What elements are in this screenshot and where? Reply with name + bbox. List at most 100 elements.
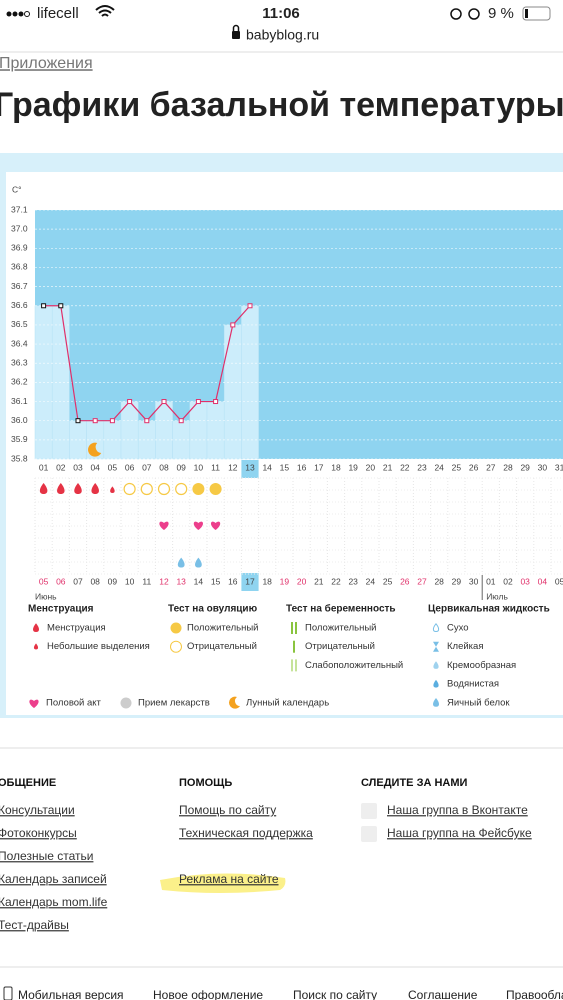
- footer-link[interactable]: Календарь записей: [0, 872, 107, 886]
- y-tick-label: 36.6: [11, 300, 28, 310]
- x-tick-label: 15: [280, 462, 290, 472]
- date-label: 25: [383, 576, 393, 586]
- day-column: [189, 401, 208, 460]
- x-tick-label: 13: [245, 462, 255, 472]
- x-tick-label: 24: [434, 462, 444, 472]
- breadcrumb[interactable]: Приложения: [0, 55, 93, 72]
- footer-heading: ПОМОЩЬ: [179, 777, 232, 789]
- x-tick-label: 31: [555, 462, 563, 472]
- y-tick-label: 36.3: [11, 357, 28, 367]
- y-tick-label: 36.7: [11, 281, 28, 291]
- url[interactable]: babyblog.ru: [246, 27, 319, 43]
- footer-link[interactable]: Полезные статьи: [0, 849, 93, 863]
- month-label: Июнь: [35, 591, 57, 601]
- battery-text: 9 %: [488, 5, 514, 22]
- y-tick-label: 36.4: [11, 338, 28, 348]
- x-tick-label: 12: [228, 462, 238, 472]
- legend-icon: [120, 697, 132, 709]
- footer-heading: ОБЩЕНИЕ: [0, 777, 56, 789]
- mobile-icon: [3, 986, 13, 1000]
- bottom-link[interactable]: Правообладателям: [506, 988, 563, 1000]
- point: [213, 399, 219, 405]
- social-icon: [361, 826, 377, 842]
- ovulation-negative: [157, 482, 171, 496]
- legend-icon: [170, 622, 182, 634]
- point: [41, 303, 47, 309]
- legend-item: Половой акт: [46, 698, 102, 709]
- intercourse-icon: [210, 521, 221, 530]
- legend-item: Отрицательный: [187, 641, 257, 652]
- date-label: 27: [417, 576, 427, 586]
- bottom-link[interactable]: Мобильная версия: [18, 988, 124, 1000]
- ovulation-negative: [140, 482, 153, 496]
- legend-item: Лунный календарь: [246, 698, 329, 709]
- bottom-link[interactable]: Новое оформление: [153, 988, 263, 1000]
- footer-link[interactable]: Помощь по сайту: [179, 803, 276, 817]
- date-label: 20: [297, 576, 307, 586]
- date-label: 05: [39, 576, 49, 586]
- bottom-link[interactable]: Соглашение: [408, 988, 478, 1000]
- spotting-icon: [110, 486, 115, 493]
- ovulation-negative: [175, 482, 188, 496]
- footer: ОБЩЕНИЕ Консультации Фотоконкурсы Полезные …: [0, 777, 563, 1000]
- y-tick-label: 36.0: [11, 415, 28, 425]
- x-tick-label: 01: [39, 462, 49, 472]
- footer-link[interactable]: Наша группа в Вконтакте: [387, 803, 528, 817]
- y-tick-label: 36.2: [11, 377, 28, 387]
- footer-link[interactable]: Техническая поддержка: [179, 826, 313, 840]
- legend-item: Кремообразная: [447, 660, 516, 671]
- menstruation-icon: [57, 483, 65, 494]
- point: [195, 399, 201, 405]
- carrier: lifecell: [37, 5, 79, 22]
- x-tick-label: 26: [469, 462, 479, 472]
- date-label: 06: [56, 576, 66, 586]
- y-tick-label: 35.8: [11, 453, 28, 463]
- legend-icon: [170, 640, 182, 653]
- legend-item: Менструация: [47, 623, 106, 634]
- point: [247, 303, 253, 309]
- ovulation-negative: [123, 482, 136, 496]
- chart: C° 35.8 35.9 36.0 36.1 36.2 36.3 36.4 36.5 36.6 36…: [11, 184, 563, 708]
- legend-heading: Менструация: [28, 604, 94, 615]
- footer-link[interactable]: Фотоконкурсы: [0, 826, 77, 840]
- footer-link[interactable]: Календарь mom.life: [0, 895, 108, 909]
- footer-link[interactable]: Консультации: [0, 803, 75, 817]
- date-label: 24: [366, 576, 376, 586]
- date-label: 05: [555, 576, 563, 586]
- point: [75, 418, 81, 424]
- y-tick-label: 37.0: [11, 223, 28, 233]
- legend-item: Положительный: [187, 623, 258, 634]
- x-tick-label: 05: [108, 462, 118, 472]
- date-label: 26: [400, 576, 410, 586]
- x-tick-label: 19: [348, 462, 358, 472]
- legend-icon: [33, 623, 39, 632]
- legend-heading: Тест на беременность: [286, 603, 396, 615]
- date-label: 10: [125, 576, 135, 586]
- month-label: Июль: [486, 591, 508, 601]
- footer-link[interactable]: Наша группа на Фейсбуке: [387, 826, 532, 840]
- legend-icon: [291, 659, 297, 672]
- address-bar[interactable]: babyblog.ru: [232, 24, 319, 43]
- footer-link[interactable]: Реклама на сайте: [179, 872, 279, 886]
- date-label: 01: [486, 576, 496, 586]
- x-tick-label: 30: [538, 462, 548, 472]
- status-bar: lifecell 11:06 9 %: [6, 5, 551, 22]
- x-tick-label: 22: [400, 462, 410, 472]
- clock: 11:06: [262, 5, 300, 22]
- legend-icon: [432, 623, 440, 633]
- bottom-link[interactable]: Поиск по сайту: [293, 988, 377, 1000]
- egg-white-icon: [177, 557, 185, 568]
- legend-heading: Цервикальная жидкость: [428, 604, 550, 615]
- footer-link[interactable]: Тест-драйвы: [0, 918, 69, 932]
- menstruation-icon: [91, 483, 99, 494]
- date-label: 14: [194, 576, 204, 586]
- legend-item: Клейкая: [447, 641, 483, 652]
- x-tick-label: 27: [486, 462, 496, 472]
- date-label: 02: [503, 576, 513, 586]
- legend-icon: [33, 643, 39, 650]
- y-tick-label: 36.9: [11, 243, 28, 253]
- legend-icon: [433, 698, 439, 707]
- today-highlight: [241, 573, 259, 591]
- day-column: [155, 401, 173, 460]
